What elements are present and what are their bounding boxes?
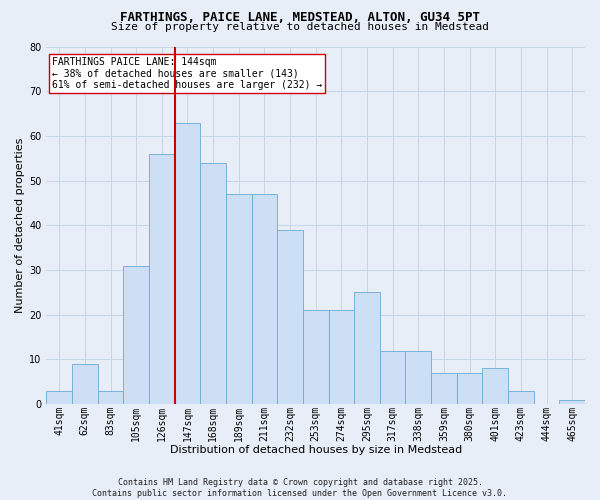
Bar <box>226 194 251 404</box>
Y-axis label: Number of detached properties: Number of detached properties <box>15 138 25 313</box>
Bar <box>559 400 585 404</box>
Bar <box>303 310 329 404</box>
Text: FARTHINGS, PAICE LANE, MEDSTEAD, ALTON, GU34 5PT: FARTHINGS, PAICE LANE, MEDSTEAD, ALTON, … <box>120 11 480 24</box>
Bar <box>329 310 354 404</box>
Bar <box>72 364 98 404</box>
Bar <box>482 368 508 404</box>
Text: Size of property relative to detached houses in Medstead: Size of property relative to detached ho… <box>111 22 489 32</box>
Bar <box>124 266 149 404</box>
Bar <box>46 391 72 404</box>
Bar <box>277 230 303 404</box>
Bar <box>354 292 380 404</box>
Bar <box>406 350 431 404</box>
Bar <box>251 194 277 404</box>
Bar <box>380 350 406 404</box>
Bar <box>431 373 457 404</box>
Bar <box>98 391 124 404</box>
Bar <box>175 122 200 404</box>
Bar <box>200 163 226 404</box>
Bar <box>508 391 534 404</box>
Bar <box>149 154 175 404</box>
Text: Contains HM Land Registry data © Crown copyright and database right 2025.
Contai: Contains HM Land Registry data © Crown c… <box>92 478 508 498</box>
Bar <box>457 373 482 404</box>
X-axis label: Distribution of detached houses by size in Medstead: Distribution of detached houses by size … <box>170 445 462 455</box>
Text: FARTHINGS PAICE LANE: 144sqm
← 38% of detached houses are smaller (143)
61% of s: FARTHINGS PAICE LANE: 144sqm ← 38% of de… <box>52 57 322 90</box>
